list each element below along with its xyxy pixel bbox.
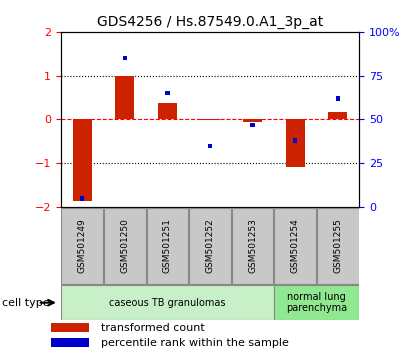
- FancyBboxPatch shape: [274, 285, 359, 320]
- Bar: [243, 120, 262, 122]
- Bar: [286, 120, 305, 167]
- Text: GSM501255: GSM501255: [333, 218, 342, 274]
- Text: GSM501252: GSM501252: [205, 219, 215, 273]
- FancyBboxPatch shape: [232, 208, 273, 284]
- Bar: [73, 120, 92, 200]
- Bar: [328, 112, 347, 120]
- Bar: [336, 96, 340, 101]
- Title: GDS4256 / Hs.87549.0.A1_3p_at: GDS4256 / Hs.87549.0.A1_3p_at: [97, 16, 323, 29]
- Bar: [293, 138, 297, 143]
- Bar: [123, 56, 127, 60]
- Text: caseous TB granulomas: caseous TB granulomas: [109, 298, 226, 308]
- Text: cell type: cell type: [2, 298, 50, 308]
- Bar: [165, 91, 170, 95]
- Bar: [115, 76, 134, 120]
- FancyBboxPatch shape: [61, 208, 103, 284]
- Text: GSM501253: GSM501253: [248, 218, 257, 274]
- Text: normal lung
parenchyma: normal lung parenchyma: [286, 292, 347, 314]
- FancyBboxPatch shape: [274, 208, 316, 284]
- Bar: [158, 103, 177, 120]
- FancyBboxPatch shape: [147, 208, 188, 284]
- FancyBboxPatch shape: [189, 208, 231, 284]
- Text: GSM501250: GSM501250: [120, 218, 129, 274]
- FancyBboxPatch shape: [61, 285, 274, 320]
- Bar: [51, 324, 89, 332]
- Bar: [51, 338, 89, 348]
- Bar: [208, 144, 212, 148]
- FancyBboxPatch shape: [317, 208, 359, 284]
- FancyBboxPatch shape: [104, 208, 146, 284]
- Text: GSM501254: GSM501254: [291, 219, 300, 273]
- Text: GSM501249: GSM501249: [78, 219, 87, 273]
- Text: GSM501251: GSM501251: [163, 218, 172, 274]
- Text: transformed count: transformed count: [101, 323, 205, 333]
- Bar: [80, 196, 84, 200]
- Bar: [250, 122, 255, 127]
- Text: percentile rank within the sample: percentile rank within the sample: [101, 338, 289, 348]
